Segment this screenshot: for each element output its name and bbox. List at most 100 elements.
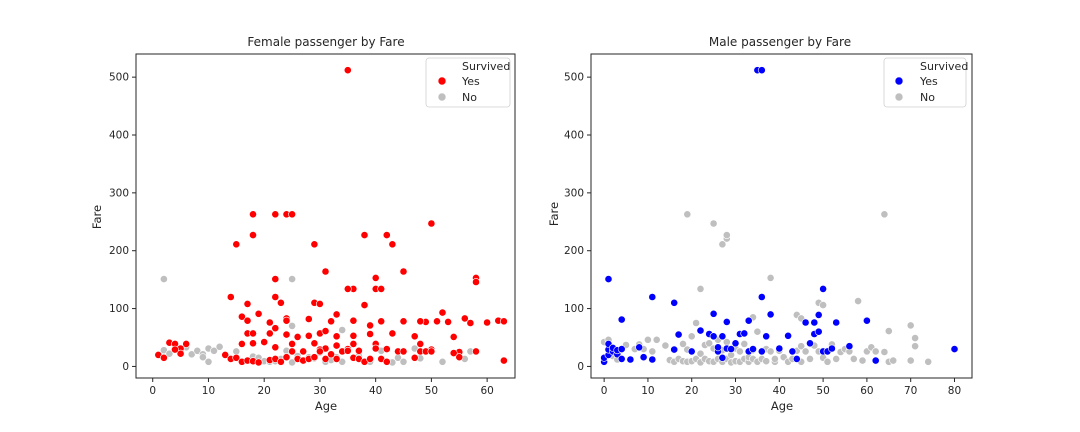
point-yes — [349, 316, 358, 325]
point-yes — [276, 298, 285, 307]
point-yes — [814, 327, 823, 336]
point-yes — [814, 310, 823, 319]
point-no — [771, 354, 779, 363]
point-yes — [371, 344, 380, 353]
x-tick-label: 0 — [601, 385, 608, 397]
point-yes — [360, 231, 369, 239]
point-yes — [757, 293, 766, 301]
x-tick-label: 10 — [202, 385, 215, 397]
point-yes — [249, 329, 257, 338]
point-yes — [762, 332, 771, 341]
point-no — [661, 341, 670, 350]
point-yes — [343, 346, 352, 355]
point-no — [215, 342, 224, 351]
point-no — [722, 231, 731, 239]
point-yes — [304, 315, 313, 323]
point-yes — [237, 312, 246, 321]
point-yes — [727, 345, 735, 353]
point-yes — [460, 314, 469, 323]
point-no — [858, 356, 867, 365]
chart-title: Female passenger by Fare — [247, 35, 404, 49]
legend: Survived Yes No — [425, 57, 511, 108]
legend-label-no: No — [920, 91, 935, 104]
point-yes — [863, 316, 871, 325]
point-yes — [304, 331, 313, 340]
x-tick-label: 40 — [369, 385, 382, 397]
x-tick-label: 50 — [816, 385, 829, 397]
point-yes — [293, 332, 302, 341]
legend-label-yes: Yes — [919, 75, 938, 88]
point-yes — [243, 316, 252, 325]
legend-marker-yes — [894, 76, 904, 86]
point-yes — [388, 240, 397, 249]
point-yes — [382, 357, 391, 366]
point-yes — [788, 347, 797, 356]
y-tick-label: 300 — [109, 187, 129, 199]
point-yes — [438, 308, 447, 317]
chart-title: Male passenger by Fare — [709, 35, 851, 49]
point-yes — [282, 353, 291, 362]
point-no — [696, 349, 705, 358]
point-yes — [801, 318, 810, 327]
point-yes — [310, 339, 319, 348]
x-tick-label: 50 — [425, 385, 438, 397]
point-yes — [377, 284, 386, 293]
point-yes — [226, 293, 235, 301]
point-no — [705, 339, 714, 348]
point-yes — [366, 330, 374, 338]
point-yes — [709, 309, 718, 318]
point-no — [849, 354, 858, 363]
point-yes — [349, 331, 358, 340]
point-yes — [722, 317, 731, 326]
point-yes — [757, 347, 766, 356]
point-no — [644, 335, 652, 344]
point-no — [718, 240, 727, 249]
point-yes — [819, 284, 827, 293]
legend-box — [425, 57, 511, 108]
point-yes — [832, 318, 841, 327]
point-yes — [410, 353, 419, 362]
point-yes — [332, 354, 341, 363]
point-no — [187, 350, 196, 359]
point-yes — [427, 347, 436, 356]
point-no — [683, 210, 692, 219]
point-no — [193, 346, 202, 355]
point-yes — [416, 317, 425, 326]
point-no — [924, 357, 933, 366]
point-no — [288, 321, 296, 330]
point-yes — [845, 342, 854, 351]
x-tick-label: 20 — [685, 385, 698, 397]
point-no — [696, 284, 705, 293]
point-yes — [871, 356, 880, 365]
point-yes — [472, 278, 480, 286]
point-yes — [718, 353, 727, 362]
point-yes — [466, 319, 475, 327]
point-yes — [176, 349, 185, 358]
point-yes — [696, 326, 705, 335]
point-yes — [332, 332, 341, 341]
y-axis-label: Fare — [90, 205, 104, 229]
y-tick-label: 300 — [564, 187, 584, 199]
x-axis-label: Age — [315, 399, 337, 413]
y-tick-label: 0 — [122, 361, 129, 373]
point-yes — [950, 345, 959, 353]
point-no — [906, 321, 915, 330]
point-yes — [449, 332, 458, 341]
female-fare-scatter-panel: Female passenger by Fare Age Fare 0 10 20 3… — [90, 35, 516, 413]
point-yes — [321, 267, 330, 276]
axis-ticks: 0 10 20 30 40 50 60 0 100 200 300 400 500 — [109, 72, 494, 397]
point-yes — [399, 347, 408, 356]
point-yes — [254, 358, 263, 367]
point-no — [832, 354, 841, 363]
point-yes — [416, 339, 425, 348]
legend-label-yes: Yes — [461, 75, 480, 88]
point-yes — [254, 309, 263, 318]
point-yes — [315, 299, 324, 308]
point-yes — [249, 210, 257, 219]
point-yes — [288, 339, 296, 348]
point-yes — [740, 329, 749, 338]
point-no — [823, 357, 832, 366]
point-yes — [744, 316, 753, 325]
point-yes — [332, 310, 341, 319]
legend-marker-no — [894, 92, 904, 102]
